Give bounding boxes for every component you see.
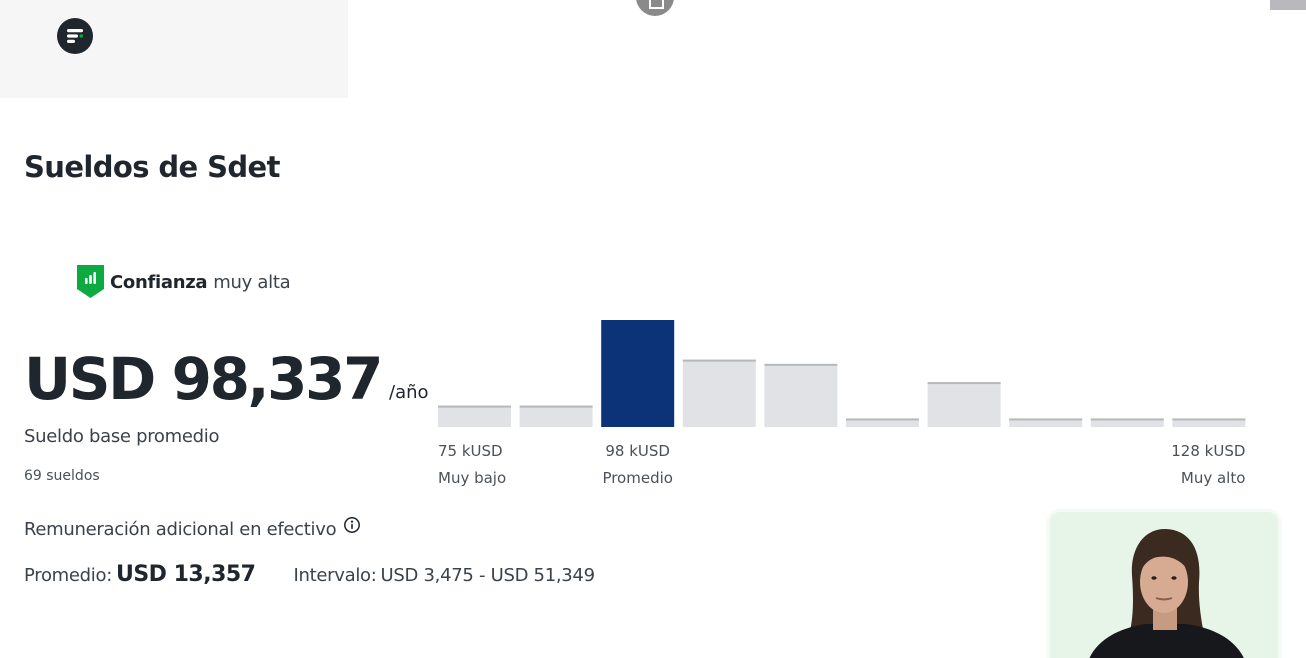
histogram-bar-cap <box>438 405 511 408</box>
overlay-icon[interactable] <box>636 0 674 16</box>
histogram-bar <box>682 359 756 427</box>
histogram-bar <box>438 405 511 427</box>
window-tab[interactable] <box>1270 0 1306 10</box>
histogram-bar-cap <box>764 363 838 366</box>
additional-cash-summary: Promedio: USD 13,357 Intervalo: USD 3,47… <box>24 562 595 587</box>
confidence-level: muy alta <box>213 271 291 293</box>
page-title: Sueldos de Sdet <box>24 150 280 184</box>
salary-histogram: 75 kUSD Muy bajo 98 kUSD Promedio 128 kUSD Mu… <box>438 320 1246 487</box>
confidence-indicator: Confianza muy alta <box>77 265 291 299</box>
additional-cash-label: Remuneración adicional en efectivo <box>24 519 337 540</box>
salary-count: 69 sueldos <box>24 468 100 484</box>
histogram-bar-cap <box>519 405 593 408</box>
info-icon[interactable] <box>343 516 361 534</box>
histogram-bar-cap <box>1009 418 1083 421</box>
histogram-bar-average <box>601 320 675 427</box>
average-label: Promedio: <box>24 565 112 586</box>
webcam-overlay[interactable] <box>1050 512 1278 658</box>
histogram-bar-cap <box>846 418 919 421</box>
confidence-label: Confianza <box>110 271 208 293</box>
brand-logo-icon[interactable] <box>57 18 93 54</box>
histogram-tick-caption: Promedio <box>602 469 673 487</box>
histogram-bar <box>846 418 919 427</box>
histogram-bar <box>927 382 1001 427</box>
histogram-tick-caption: Muy bajo <box>438 469 506 487</box>
salary-summary: USD 98,337 /año <box>24 345 429 413</box>
logo-panel <box>0 0 348 98</box>
additional-cash-header: Remuneración adicional en efectivo <box>24 516 361 540</box>
histogram-bar-cap <box>1090 418 1164 421</box>
histogram-tick-label: 98 kUSD <box>605 442 670 460</box>
histogram-bar <box>519 405 593 427</box>
histogram-bar-cap <box>927 382 1001 385</box>
histogram-bar <box>1172 418 1246 427</box>
histogram-bar <box>764 363 838 427</box>
range-label: Intervalo: <box>293 565 377 586</box>
histogram-bar <box>1090 418 1164 427</box>
histogram-tick-label: 75 kUSD <box>438 442 503 460</box>
webcam-presenter <box>1050 512 1278 658</box>
histogram-bar <box>1009 418 1083 427</box>
histogram-bar-cap <box>682 359 756 362</box>
histogram-bar-cap <box>1172 418 1246 421</box>
base-salary-label: Sueldo base promedio <box>24 426 220 447</box>
salary-unit: /año <box>389 382 429 403</box>
histogram-tick-label: 128 kUSD <box>1171 442 1245 460</box>
range-value: USD 3,475 - USD 51,349 <box>380 565 596 586</box>
shield-bar-chart-icon <box>77 265 104 298</box>
average-value: USD 13,357 <box>115 562 256 587</box>
histogram-tick-caption: Muy alto <box>1181 469 1246 487</box>
salary-amount: USD 98,337 <box>24 345 383 413</box>
